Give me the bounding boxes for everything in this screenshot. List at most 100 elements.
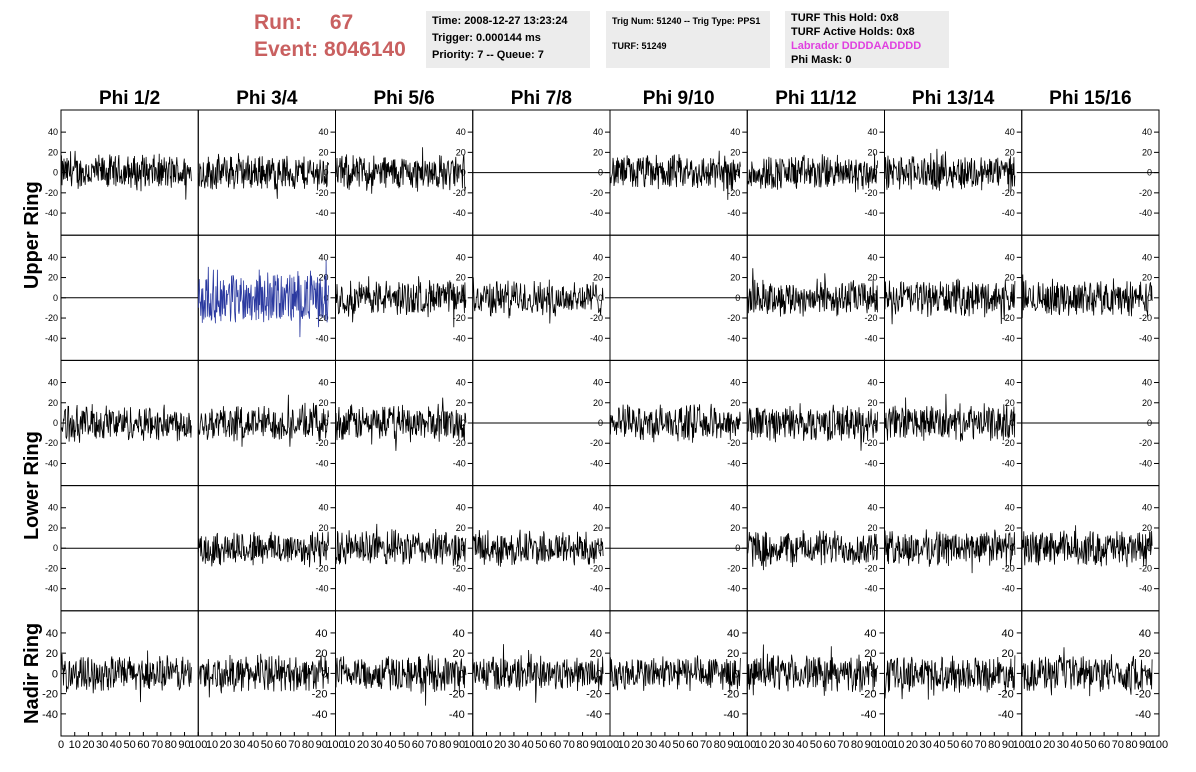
y-tick-label-r4-c4: 20 — [727, 648, 739, 660]
trace-r2-c6 — [884, 393, 1016, 442]
trace-r0-c5 — [746, 153, 878, 193]
x-tick-label-c3: 80 — [576, 739, 588, 751]
priority-text: Priority: 7 -- Queue: 7 — [432, 49, 544, 61]
column-header-1: Phi 1/2 — [99, 88, 160, 109]
column-header-2: Phi 3/4 — [236, 88, 298, 109]
x-tick-label-c0: 10 — [69, 739, 81, 751]
y-tick-label-r2-c0: 20 — [48, 398, 58, 408]
y-tick-label-r0-c1: -20 — [315, 188, 328, 198]
y-tick-label-r4-c1: 20 — [315, 648, 327, 660]
y-tick-label-r4-c0: 20 — [46, 648, 58, 660]
x-tick-label-c4: 100 — [738, 739, 756, 751]
y-tick-label-r0-c1: 20 — [318, 147, 328, 157]
y-tick-label-r0-c0: -40 — [45, 208, 58, 218]
y-tick-label-r3-c3: -20 — [590, 563, 603, 573]
y-tick-label-r1-c7: -40 — [1139, 333, 1152, 343]
x-tick-label-c4: 80 — [714, 739, 726, 751]
y-tick-label-r3-c0: 0 — [53, 543, 58, 553]
x-tick-label-c4: 60 — [686, 739, 698, 751]
x-tick-label-c7: 70 — [1112, 739, 1124, 751]
y-tick-label-r2-c3: 40 — [593, 378, 603, 388]
trace-r3-c7 — [1021, 525, 1153, 568]
y-tick-label-r1-c5: 20 — [867, 273, 877, 283]
x-tick-label-c7: 30 — [1057, 739, 1069, 751]
trace-r0-c4 — [609, 150, 741, 200]
y-tick-label-r4-c3: 0 — [596, 668, 602, 680]
y-tick-label-r3-c1: 20 — [318, 523, 328, 533]
y-tick-label-r2-c7: -40 — [1139, 458, 1152, 468]
y-tick-label-r0-c0: 0 — [53, 168, 58, 178]
x-tick-label-c2: 60 — [412, 739, 424, 751]
y-tick-label-r2-c6: 0 — [1010, 418, 1015, 428]
y-tick-label-r0-c2: 40 — [456, 127, 466, 137]
x-tick-label-c3: 20 — [494, 739, 506, 751]
y-tick-label-r2-c5: -20 — [864, 438, 877, 448]
y-tick-label-r2-c7: 20 — [1142, 398, 1152, 408]
y-tick-label-r2-c1: -40 — [315, 458, 328, 468]
y-tick-label-r3-c7: -40 — [1139, 584, 1152, 594]
y-tick-label-r2-c5: -40 — [864, 458, 877, 468]
x-tick-label-c5: 20 — [769, 739, 781, 751]
y-tick-label-r0-c5: 20 — [867, 147, 877, 157]
y-tick-label-r4-c2: 0 — [459, 668, 465, 680]
trace-r3-c5 — [746, 530, 878, 571]
y-tick-label-r0-c0: -20 — [45, 188, 58, 198]
x-tick-label-c5: 60 — [823, 739, 835, 751]
run-line: Run: 67 — [254, 9, 406, 36]
trace-r0-c6 — [884, 148, 1016, 193]
x-tick-label-c6: 40 — [933, 739, 945, 751]
y-tick-label-r1-c7: 0 — [1147, 293, 1152, 303]
y-tick-label-r0-c4: 20 — [730, 147, 740, 157]
y-tick-label-r4-c5: 20 — [864, 648, 876, 660]
y-tick-label-r3-c7: -20 — [1139, 563, 1152, 573]
trace-r2-c2 — [335, 397, 467, 451]
y-tick-label-r3-c2: -20 — [453, 563, 466, 573]
x-tick-label-c2: 30 — [371, 739, 383, 751]
y-tick-label-r2-c4: -40 — [727, 458, 740, 468]
y-tick-label-r4-c1: -40 — [312, 709, 328, 721]
y-tick-label-r3-c7: 40 — [1142, 503, 1152, 513]
y-tick-label-r4-c7: -40 — [1135, 709, 1151, 721]
y-tick-label-r4-c0: 40 — [46, 628, 58, 640]
y-tick-label-r1-c1: 20 — [318, 273, 328, 283]
column-header-5: Phi 9/10 — [643, 88, 715, 109]
trace-r1-c5 — [746, 268, 878, 317]
y-tick-label-r0-c6: 0 — [1010, 168, 1015, 178]
phi-mask-text: Phi Mask: 0 — [791, 54, 852, 66]
y-tick-label-r1-c0: -20 — [45, 313, 58, 323]
y-tick-label-r1-c2: 40 — [456, 252, 466, 262]
y-tick-label-r3-c5: 0 — [872, 543, 877, 553]
ring-label-1: Upper Ring — [21, 181, 43, 289]
y-tick-label-r1-c1: -20 — [315, 313, 328, 323]
x-tick-label-c1: 90 — [316, 739, 328, 751]
y-tick-label-r0-c6: 40 — [1005, 127, 1015, 137]
y-tick-label-r3-c6: -40 — [1002, 584, 1015, 594]
y-tick-label-r4-c4: -20 — [723, 689, 739, 701]
y-tick-label-r0-c7: 40 — [1142, 127, 1152, 137]
ring-label-2: Lower Ring — [21, 431, 43, 540]
turf-num-text: TURF: 51249 — [612, 41, 667, 51]
x-tick-label-c3: 10 — [480, 739, 492, 751]
y-tick-label-r4-c5: 40 — [864, 628, 876, 640]
y-tick-label-r2-c3: -40 — [590, 458, 603, 468]
trace-r4-c3 — [472, 644, 604, 703]
y-tick-label-r3-c6: 20 — [1005, 523, 1015, 533]
x-tick-label-c2: 40 — [384, 739, 396, 751]
y-tick-label-r1-c6: 40 — [1005, 252, 1015, 262]
x-tick-label-c7: 90 — [1139, 739, 1151, 751]
x-tick-label-c5: 90 — [865, 739, 877, 751]
y-tick-label-r1-c3: -20 — [590, 313, 603, 323]
x-tick-label-c7: 60 — [1098, 739, 1110, 751]
y-tick-label-r2-c2: 0 — [461, 418, 466, 428]
y-tick-label-r1-c7: 20 — [1142, 273, 1152, 283]
trace-r4-c2 — [335, 653, 467, 706]
x-tick-label-c4: 40 — [659, 739, 671, 751]
turf-this-hold-text: TURF This Hold: 0x8 — [791, 12, 899, 24]
x-tick-label-c7: 100 — [1150, 739, 1168, 751]
x-tick-label-c6: 100 — [1013, 739, 1031, 751]
y-tick-label-r3-c2: -40 — [453, 584, 466, 594]
y-tick-label-r4-c4: 40 — [727, 628, 739, 640]
y-tick-label-r0-c0: 20 — [48, 147, 58, 157]
y-tick-label-r1-c5: -20 — [864, 313, 877, 323]
